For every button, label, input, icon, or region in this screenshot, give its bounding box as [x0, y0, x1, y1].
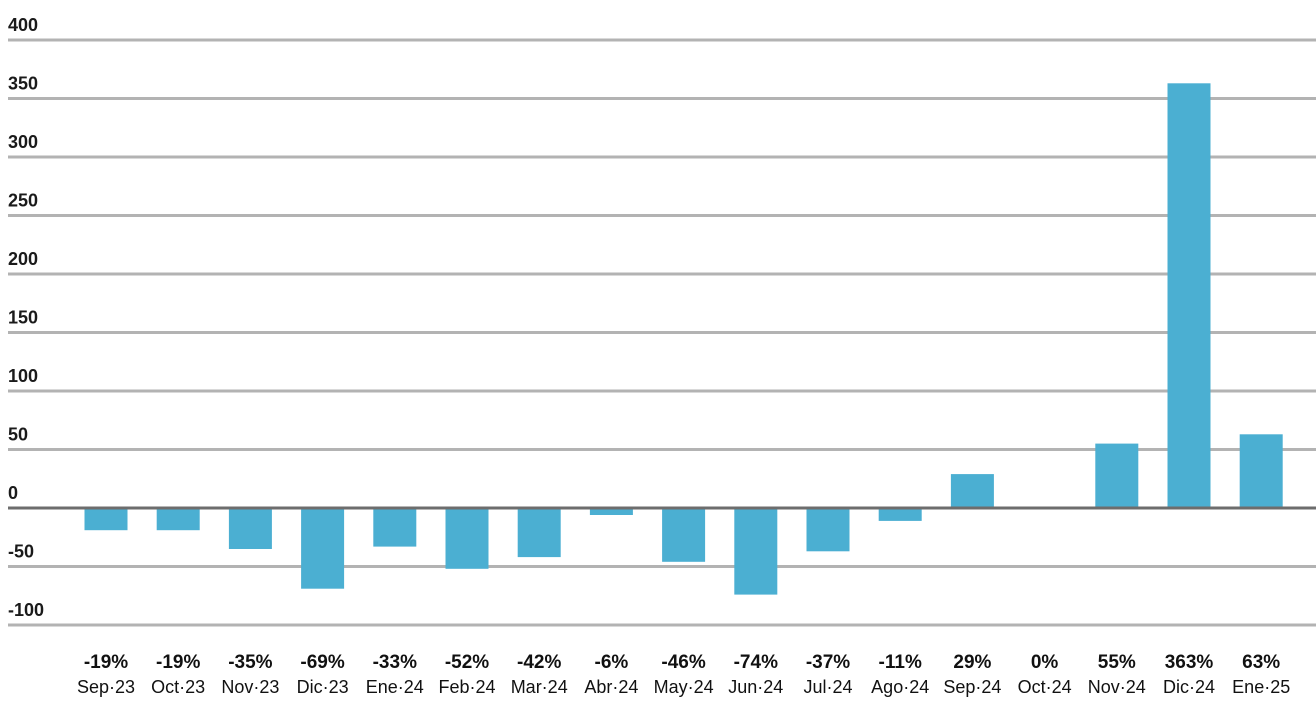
y-tick-label: 100: [8, 366, 38, 386]
x-tick-label: Nov·24: [1088, 677, 1146, 697]
data-label: -11%: [879, 652, 922, 673]
y-tick-label: 350: [8, 74, 38, 94]
data-labels: -19% -19% -35% -69% -33% -52% -42% -6% -46% -74% -…: [84, 652, 1280, 673]
y-tick-label: -50: [8, 542, 34, 562]
x-tick-label: Ene·24: [366, 677, 424, 697]
x-tick-label: Sep·24: [943, 677, 1001, 697]
x-tick-label: May·24: [654, 677, 714, 697]
data-label: -74%: [734, 652, 778, 673]
data-label: 363%: [1165, 652, 1214, 673]
data-label: -46%: [661, 652, 705, 673]
bar-3: [301, 508, 345, 589]
data-label: 55%: [1098, 652, 1136, 673]
y-tick-label: -100: [8, 600, 44, 620]
y-tick-label: 300: [8, 132, 38, 152]
bars: [84, 83, 1283, 595]
data-label: -35%: [228, 652, 272, 673]
bar-16: [1239, 434, 1283, 508]
bar-6: [517, 508, 561, 558]
x-tick-label: Ago·24: [871, 677, 929, 697]
bar-8: [662, 508, 706, 562]
data-label: -19%: [84, 652, 128, 673]
x-tick-label: Dic·24: [1163, 677, 1215, 697]
y-tick-label: 200: [8, 249, 38, 269]
x-tick-label: Sep·23: [77, 677, 135, 697]
grid-lines: [8, 38, 1316, 627]
bar-4: [373, 508, 417, 547]
data-label: 0%: [1031, 652, 1059, 673]
x-tick-label: Nov·23: [221, 677, 279, 697]
y-tick-label: 0: [8, 483, 18, 503]
data-label: -52%: [445, 652, 489, 673]
bar-11: [878, 508, 922, 521]
x-tick-label: Dic·23: [297, 677, 349, 697]
bar-5: [445, 508, 489, 569]
data-label: -69%: [300, 652, 344, 673]
data-label: 29%: [953, 652, 991, 673]
x-tick-label: Oct·24: [1018, 677, 1072, 697]
bar-14: [1095, 443, 1139, 508]
data-label: -37%: [806, 652, 850, 673]
x-tick-label: Oct·23: [151, 677, 205, 697]
data-label: -33%: [373, 652, 417, 673]
data-label: 63%: [1242, 652, 1280, 673]
bar-15: [1167, 83, 1211, 509]
y-tick-label: 50: [8, 425, 28, 445]
bar-9: [734, 508, 778, 595]
bar-0: [84, 508, 128, 531]
y-tick-label: 150: [8, 308, 38, 328]
bar-2: [228, 508, 272, 549]
x-tick-label: Jun·24: [728, 677, 783, 697]
bar-1: [156, 508, 200, 531]
bar-10: [806, 508, 850, 552]
x-tick-label: Ene·25: [1232, 677, 1290, 697]
data-label: -6%: [595, 652, 629, 673]
y-tick-label: 400: [8, 15, 38, 35]
data-label: -19%: [156, 652, 200, 673]
x-axis-category-labels: Sep·23 Oct·23 Nov·23 Dic·23 Ene·24 Feb·24 Mar·…: [77, 677, 1290, 697]
y-axis-tick-labels: 400 350 300 250 200 150 100 50 0 -50 -100: [8, 15, 44, 620]
bar-7: [589, 508, 633, 515]
bar-12: [950, 474, 994, 508]
x-tick-label: Feb·24: [438, 677, 495, 697]
data-label: -42%: [517, 652, 561, 673]
x-tick-label: Mar·24: [511, 677, 568, 697]
x-tick-label: Abr·24: [584, 677, 638, 697]
x-tick-label: Jul·24: [803, 677, 852, 697]
y-tick-label: 250: [8, 191, 38, 211]
